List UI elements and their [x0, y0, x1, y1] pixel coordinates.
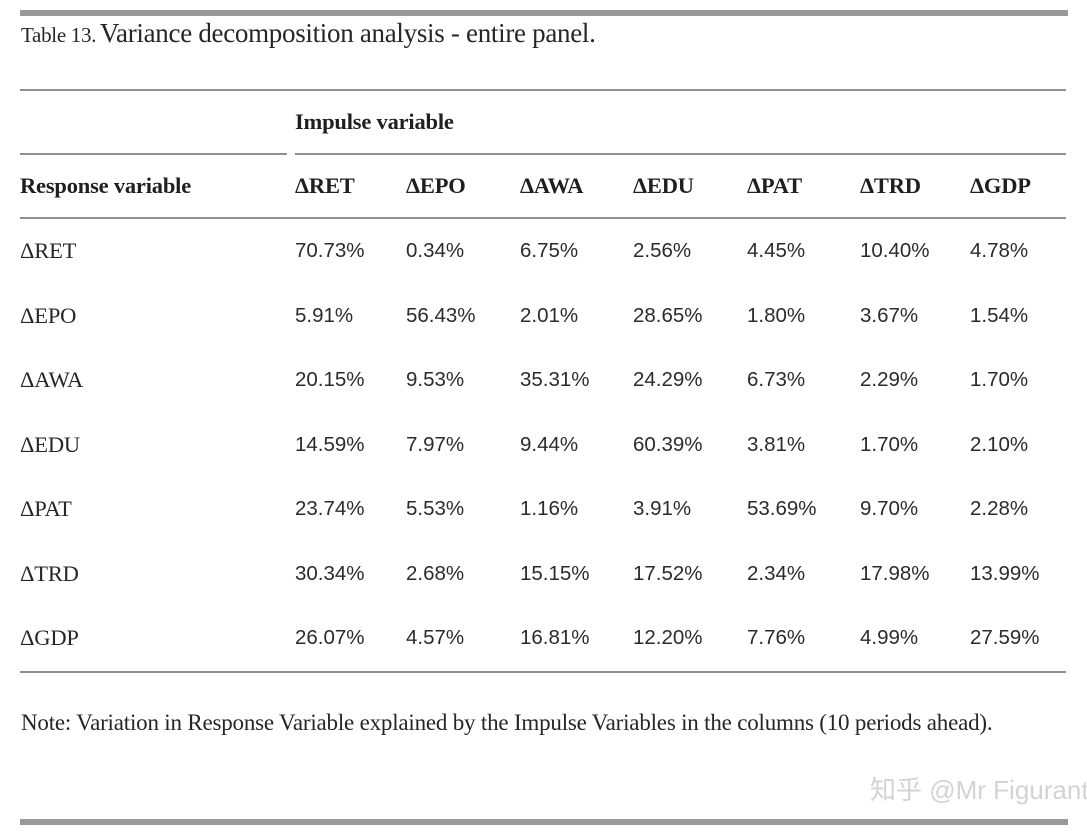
table-cell: 9.70%: [860, 497, 919, 521]
table-cell: 13.99%: [970, 561, 1040, 585]
table-cell: 17.98%: [860, 561, 930, 585]
table-cell: 23.74%: [295, 497, 365, 521]
table-cell: 2.34%: [747, 561, 806, 585]
row-label: ΔTRD: [20, 560, 79, 586]
table-cell: 4.78%: [970, 239, 1029, 263]
table-cell: 5.53%: [406, 497, 465, 521]
row-label: ΔRET: [20, 238, 77, 264]
table-cell: 4.45%: [747, 239, 806, 263]
bottom-divider-bar: [20, 819, 1068, 825]
table-cell: 16.81%: [520, 626, 590, 650]
table-cell: 35.31%: [520, 368, 590, 392]
table-cell: 17.52%: [633, 561, 703, 585]
impulse-variable-header: Impulse variable: [295, 91, 1066, 155]
row-label: ΔPAT: [20, 496, 72, 522]
table-cell: 1.54%: [970, 303, 1029, 327]
row-label: ΔEPO: [20, 302, 77, 328]
column-header: ΔEPO: [406, 155, 520, 219]
table-cell: 20.15%: [295, 368, 365, 392]
watermark-text: 知乎 @Mr Figurant: [870, 775, 1087, 805]
table-note: Note: Variation in Response Variable exp…: [21, 710, 993, 735]
table-cell: 28.65%: [633, 303, 703, 327]
table-cell: 30.34%: [295, 561, 365, 585]
row-label: ΔGDP: [20, 625, 79, 651]
table-cell: 1.70%: [970, 368, 1029, 392]
row-label: ΔAWA: [20, 367, 84, 393]
table-cell: 3.91%: [633, 497, 692, 521]
table-cell: 3.81%: [747, 432, 806, 456]
table-cell: 2.01%: [520, 303, 579, 327]
top-divider-bar: [20, 10, 1068, 16]
table-cell: 5.91%: [295, 303, 354, 327]
variance-decomposition-table: Impulse variable Response variable ΔRET …: [20, 89, 1066, 673]
table-cell: 6.75%: [520, 239, 579, 263]
table-cell: 1.80%: [747, 303, 806, 327]
table-cell: 2.10%: [970, 432, 1029, 456]
table-cell: 53.69%: [747, 497, 817, 521]
column-header: ΔPAT: [747, 155, 860, 219]
table-cell: 10.40%: [860, 239, 930, 263]
column-header: ΔRET: [295, 155, 406, 219]
column-header: ΔAWA: [520, 155, 633, 219]
table-caption-label: Table 13.: [21, 23, 97, 47]
table-cell: 2.68%: [406, 561, 465, 585]
table-cell: 26.07%: [295, 626, 365, 650]
table-cell: 4.99%: [860, 626, 919, 650]
table-cell: 12.20%: [633, 626, 703, 650]
row-label: ΔEDU: [20, 431, 80, 457]
table-cell: 7.97%: [406, 432, 465, 456]
response-variable-header: Response variable: [20, 155, 295, 219]
table-cell: 9.53%: [406, 368, 465, 392]
table-cell: 56.43%: [406, 303, 476, 327]
column-header: ΔGDP: [970, 155, 1066, 219]
table-cell: 27.59%: [970, 626, 1040, 650]
table-cell: 4.57%: [406, 626, 465, 650]
table-cell: 0.34%: [406, 239, 465, 263]
header-spacer-cell: [20, 91, 287, 155]
table-cell: 15.15%: [520, 561, 590, 585]
table-cell: 24.29%: [633, 368, 703, 392]
table-cell: 60.39%: [633, 432, 703, 456]
table-cell: 1.16%: [520, 497, 579, 521]
table-cell: 2.56%: [633, 239, 692, 263]
column-header: ΔTRD: [860, 155, 970, 219]
table-caption-text: Variance decomposition analysis - entire…: [99, 18, 596, 48]
table-cell: 7.76%: [747, 626, 806, 650]
table-caption: Table 13. Variance decomposition analysi…: [21, 18, 1061, 49]
table-cell: 9.44%: [520, 432, 579, 456]
table-cell: 3.67%: [860, 303, 919, 327]
table-cell: 2.28%: [970, 497, 1029, 521]
table-cell: 6.73%: [747, 368, 806, 392]
table-cell: 70.73%: [295, 239, 365, 263]
table-cell: 14.59%: [295, 432, 365, 456]
table-cell: 2.29%: [860, 368, 919, 392]
table-cell: 1.70%: [860, 432, 919, 456]
column-header: ΔEDU: [633, 155, 747, 219]
